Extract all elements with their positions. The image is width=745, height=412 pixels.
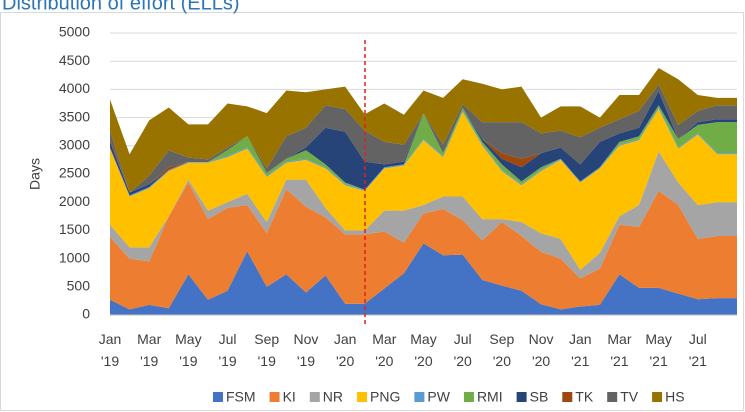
y-tick-label: 3500 bbox=[59, 108, 90, 124]
area bbox=[110, 105, 737, 196]
legend-swatch bbox=[309, 392, 320, 402]
legend-label: SB bbox=[530, 389, 549, 405]
x-tick-label: Jul '20 bbox=[454, 331, 472, 369]
area bbox=[110, 182, 737, 310]
legend-label: RMI bbox=[477, 389, 503, 405]
area bbox=[110, 243, 737, 315]
x-tick-label: Sep '20 bbox=[489, 331, 514, 369]
legend: FSM KI NR PNG PW RMI SB TK TV HS bbox=[213, 389, 685, 405]
y-tick-label: 0 bbox=[82, 306, 90, 322]
area bbox=[110, 109, 737, 270]
legend-label: NR bbox=[323, 389, 343, 405]
legend-swatch bbox=[213, 392, 223, 402]
y-tick-label: 2500 bbox=[59, 165, 90, 181]
legend-label: TK bbox=[575, 389, 594, 405]
legend-label: FSM bbox=[226, 389, 256, 405]
legend-swatch bbox=[414, 392, 425, 402]
y-tick-label: 1500 bbox=[59, 221, 90, 237]
legend-swatch bbox=[269, 392, 280, 402]
y-tick-label: 2000 bbox=[59, 193, 90, 209]
x-tick-label: May '19 bbox=[175, 331, 201, 369]
area bbox=[110, 67, 737, 193]
x-tick-label: Jul '19 bbox=[218, 331, 236, 369]
x-tick-label: May '20 bbox=[410, 331, 436, 369]
x-tick-label: Nov '20 bbox=[529, 331, 554, 369]
y-tick-label: 4000 bbox=[59, 80, 90, 96]
legend-swatch bbox=[652, 392, 663, 402]
legend-label: KI bbox=[283, 389, 296, 405]
legend-label: TV bbox=[620, 389, 639, 405]
legend-swatch bbox=[463, 392, 474, 402]
x-tick-label: Jan '20 bbox=[334, 331, 357, 369]
area bbox=[110, 91, 737, 196]
y-tick-label: 5000 bbox=[59, 24, 90, 40]
y-tick-label: 1000 bbox=[59, 249, 90, 265]
x-tick-label: Jul '21 bbox=[689, 331, 707, 369]
x-tick-label: Jan '19 bbox=[99, 331, 122, 369]
y-tick-label: 500 bbox=[67, 278, 91, 294]
y-tick-label: 3000 bbox=[59, 137, 90, 153]
y-tick-label: 4500 bbox=[59, 52, 90, 68]
legend-swatch bbox=[562, 392, 573, 402]
x-tick-label: Mar '20 bbox=[372, 331, 396, 369]
legend-label: PW bbox=[427, 389, 450, 405]
chart-title: Distribution of effort (ELLs) bbox=[2, 0, 240, 14]
legend-swatch bbox=[357, 392, 368, 402]
areas bbox=[110, 67, 737, 316]
x-tick-label: Mar '21 bbox=[607, 331, 631, 369]
x-tick-label: Mar '19 bbox=[137, 331, 161, 369]
y-axis-label: Days bbox=[27, 158, 43, 190]
x-tick-label: Jan '21 bbox=[569, 331, 592, 369]
legend-swatch bbox=[516, 392, 527, 402]
x-tick-label: Nov '19 bbox=[293, 331, 318, 369]
legend-swatch bbox=[607, 392, 618, 402]
x-tick-label: Sep '19 bbox=[254, 331, 279, 369]
legend-label: HS bbox=[665, 389, 684, 405]
x-tick-label: May '21 bbox=[645, 331, 671, 369]
legend-label: PNG bbox=[370, 389, 400, 405]
